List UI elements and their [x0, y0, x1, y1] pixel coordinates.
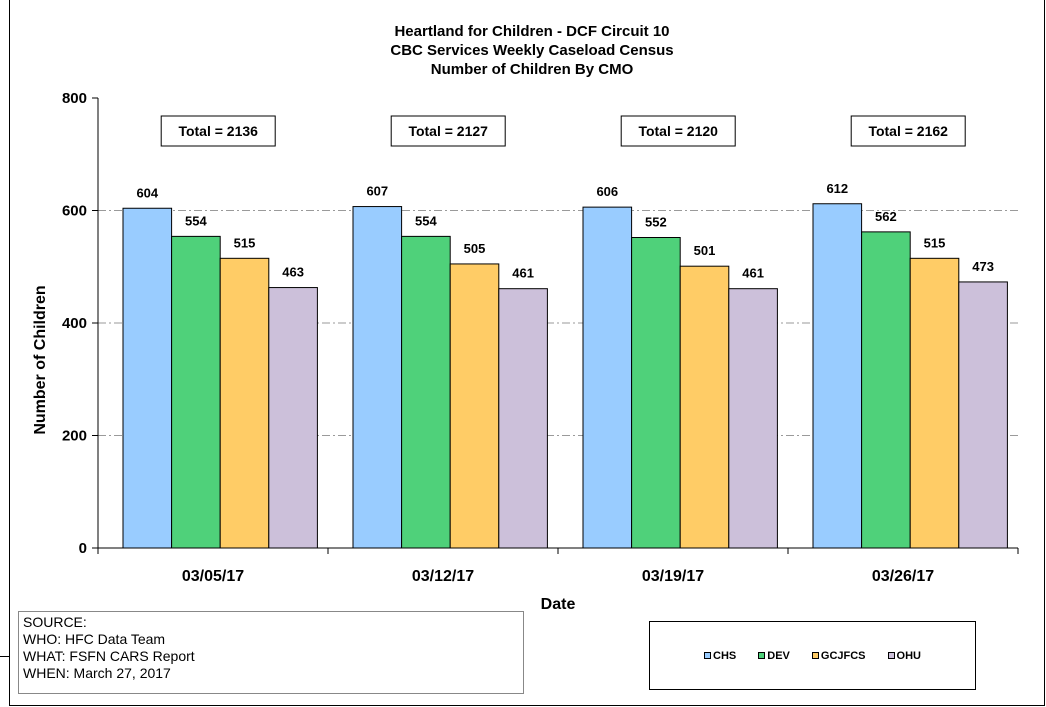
data-label: 461: [512, 266, 534, 281]
data-label: 554: [415, 213, 437, 228]
bar-chs: [812, 203, 863, 549]
legend-label-gcjfcs: GCJFCS: [820, 649, 866, 662]
legend-item-dev: DEV: [758, 650, 790, 662]
bar-dev: [171, 235, 221, 549]
legend-label-dev: DEV: [767, 649, 790, 662]
total-box: [160, 115, 276, 147]
data-label: 461: [742, 266, 764, 281]
x-tick-label: 03/05/17: [182, 568, 244, 585]
total-label: Total = 2136: [178, 123, 258, 139]
legend: CHS DEV GCJFCS OHU: [649, 621, 976, 690]
source-note: SOURCE: WHO: HFC Data Team WHAT: FSFN CA…: [18, 611, 524, 694]
data-label: 607: [366, 184, 388, 199]
bar-dev: [401, 235, 451, 549]
data-label: 552: [645, 215, 667, 230]
axes: [92, 97, 1019, 554]
legend-swatch-dev: [758, 652, 766, 659]
bar-gcjfcs: [449, 263, 500, 549]
source-line-what: WHAT: FSFN CARS Report: [23, 648, 195, 664]
legend-item-chs: CHS: [704, 650, 736, 662]
bar-gcjfcs: [909, 257, 960, 549]
bars: [122, 203, 1008, 549]
chart-subtitle-2: Number of Children By CMO: [431, 61, 634, 78]
data-label: 554: [185, 213, 207, 228]
bar-chs: [582, 206, 633, 549]
labels: 0 200 400 600 800 03/05/17 604 554 515 463 Total =…: [62, 90, 994, 585]
bar-gcjfcs: [679, 265, 730, 549]
y-tick-label: 400: [62, 315, 87, 332]
y-tick-label: 200: [62, 428, 87, 445]
data-label: 612: [826, 181, 848, 196]
legend-label-chs: CHS: [713, 649, 737, 662]
data-label: 505: [464, 241, 486, 256]
bar-ohu: [268, 287, 318, 549]
bar-ohu: [958, 281, 1008, 549]
y-tick-label: 0: [79, 540, 87, 557]
gridlines: [98, 210, 1018, 436]
bar-dev: [631, 237, 681, 549]
source-line-heading: SOURCE:: [23, 614, 87, 630]
total-box: [850, 115, 966, 147]
data-label: 606: [596, 184, 618, 199]
total-label: Total = 2120: [638, 123, 718, 139]
legend-swatch-chs: [704, 652, 712, 659]
legend-item-ohu: OHU: [887, 649, 921, 662]
y-tick-label: 800: [62, 90, 87, 107]
total-label: Total = 2162: [868, 123, 948, 139]
data-label: 562: [875, 209, 897, 224]
chart-subtitle-1: CBC Services Weekly Caseload Census: [390, 42, 673, 59]
data-label: 604: [136, 185, 158, 200]
chart-title: Heartland for Children - DCF Circuit 10: [394, 23, 669, 40]
bar-gcjfcs: [219, 257, 270, 549]
frame-stub-line: [0, 656, 10, 657]
data-label: 515: [924, 235, 946, 250]
bar-chs: [122, 207, 173, 549]
total-label: Total = 2127: [408, 123, 488, 139]
x-axis-title: Date: [541, 596, 576, 613]
legend-item-gcjfcs: GCJFCS: [811, 649, 866, 662]
legend-swatch-gcjfcs: [811, 652, 819, 659]
y-axis-title: Number of Children: [32, 285, 49, 434]
y-tick-label: 600: [62, 203, 87, 220]
total-box: [390, 115, 506, 147]
data-label: 501: [694, 243, 716, 258]
x-tick-label: 03/19/17: [642, 568, 704, 585]
data-label: 463: [282, 265, 304, 280]
total-box: [620, 115, 736, 147]
legend-label-ohu: OHU: [896, 649, 921, 662]
bar-dev: [861, 231, 911, 549]
data-label: 515: [234, 235, 256, 250]
source-line-when: WHEN: March 27, 2017: [23, 665, 171, 681]
x-tick-label: 03/12/17: [412, 568, 474, 585]
chart-frame: [9, 0, 1045, 706]
legend-swatch-ohu: [887, 652, 895, 659]
data-label: 473: [972, 259, 994, 274]
bar-ohu: [728, 288, 778, 549]
bar-chs: [352, 206, 403, 549]
bar-ohu: [498, 288, 548, 549]
source-line-who: WHO: HFC Data Team: [23, 631, 166, 647]
x-tick-label: 03/26/17: [872, 568, 934, 585]
